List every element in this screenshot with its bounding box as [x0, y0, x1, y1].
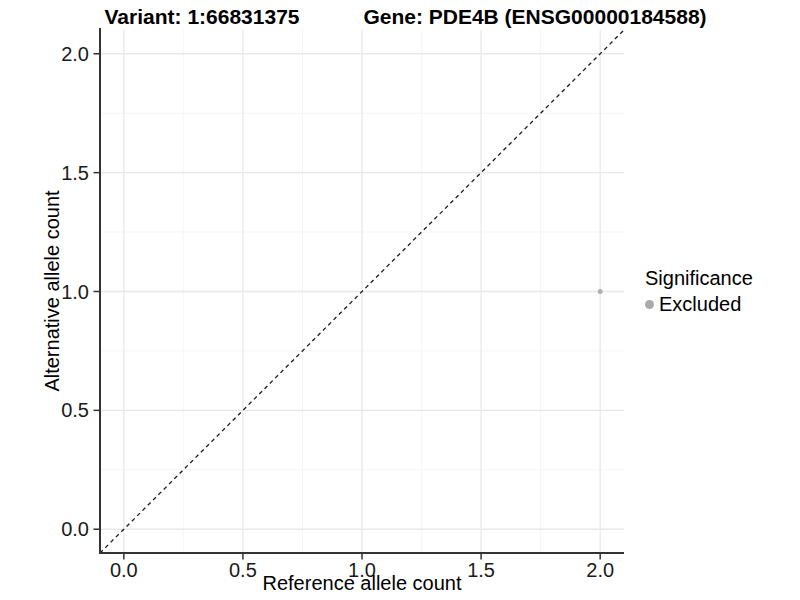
y-tick-label: 1.0: [61, 281, 89, 303]
y-tick-label: 1.5: [61, 162, 89, 184]
x-tick-label: 0.5: [229, 559, 257, 581]
legend-title: Significance: [645, 267, 753, 290]
y-axis-title: Alternative allele count: [41, 190, 64, 391]
allele-count-scatter-plot: 0.00.51.01.52.00.00.51.01.52.0 Variant: …: [0, 0, 800, 600]
x-tick-label: 1.5: [467, 559, 495, 581]
legend-item-label: Excluded: [659, 293, 741, 316]
y-tick-label: 0.0: [61, 518, 89, 540]
plot-title-variant: Variant: 1:66831375: [105, 5, 300, 29]
data-point: [598, 289, 603, 294]
y-tick-label: 0.5: [61, 399, 89, 421]
y-tick-label: 2.0: [61, 43, 89, 65]
legend-point-icon: [645, 300, 654, 309]
legend-item-excluded: Excluded: [645, 293, 753, 316]
plot-title-gene: Gene: PDE4B (ENSG00000184588): [363, 5, 706, 29]
x-axis-title: Reference allele count: [262, 572, 461, 595]
x-tick-label: 0.0: [110, 559, 138, 581]
legend: Significance Excluded: [645, 267, 753, 316]
x-tick-label: 2.0: [586, 559, 614, 581]
